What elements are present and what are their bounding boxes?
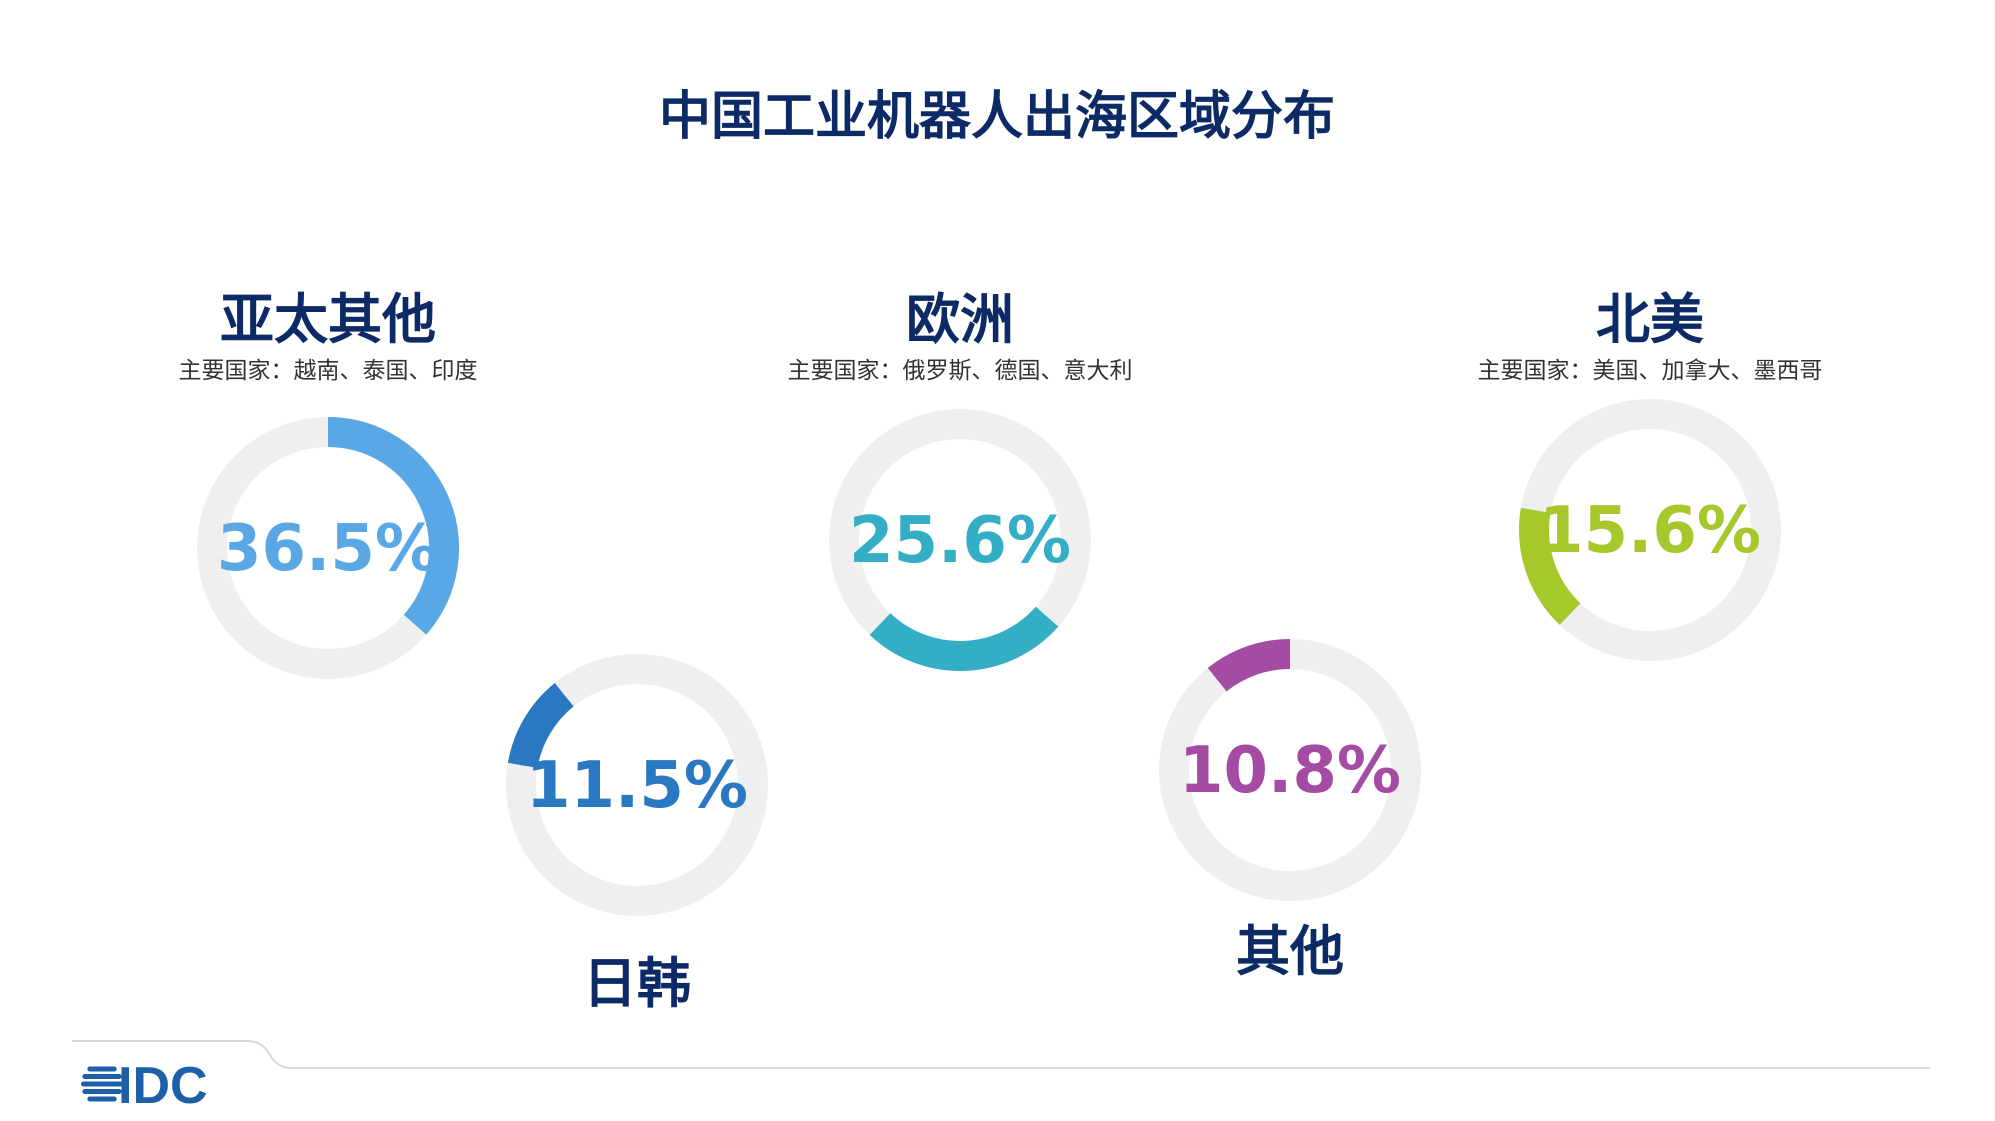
donut-arc-europe: [869, 606, 1059, 671]
countries-europe: 主要国家：俄罗斯、德国、意大利: [788, 358, 1133, 384]
region-label-japan-korea: 日韩: [583, 952, 691, 1015]
value-label-japan-korea: 11.5%: [526, 749, 748, 823]
donut-track: [506, 654, 768, 916]
idc-globe-bar: [87, 1096, 117, 1102]
region-label-europe: 欧洲: [906, 288, 1014, 351]
idc-globe-bar: [81, 1081, 123, 1087]
donut-arc-other: [1207, 639, 1291, 692]
idc-logo: IDC: [81, 1057, 208, 1115]
region-label-apac: 亚太其他: [220, 288, 436, 351]
region-label-north-america: 北美: [1596, 288, 1704, 351]
donut-japan-korea: 11.5% 日韩: [506, 654, 768, 1015]
countries-north-america: 主要国家：美国、加拿大、墨西哥: [1478, 357, 1823, 384]
donut-arc-north-america: [1519, 507, 1581, 625]
idc-globe-bar: [87, 1066, 117, 1072]
donut-arc-japan-korea: [507, 683, 574, 769]
footer-divider: [72, 1040, 1930, 1069]
idc-globe-bar: [82, 1089, 122, 1094]
value-label-north-america: 15.6%: [1539, 494, 1761, 568]
countries-apac: 主要国家：越南、泰国、印度: [179, 358, 478, 384]
idc-globe-icon: [81, 1066, 123, 1102]
idc-logo-text: IDC: [118, 1057, 208, 1115]
donut-arc-apac: [327, 417, 459, 635]
chart-title: 中国工业机器人出海区域分布: [659, 87, 1335, 147]
value-label-europe: 25.6%: [849, 504, 1071, 578]
region-label-other: 其他: [1236, 920, 1344, 983]
value-label-apac: 36.5%: [217, 512, 439, 586]
value-label-other: 10.8%: [1179, 734, 1401, 808]
donut-other: 10.8% 其他: [1159, 639, 1421, 983]
idc-globe-bar: [82, 1074, 122, 1079]
